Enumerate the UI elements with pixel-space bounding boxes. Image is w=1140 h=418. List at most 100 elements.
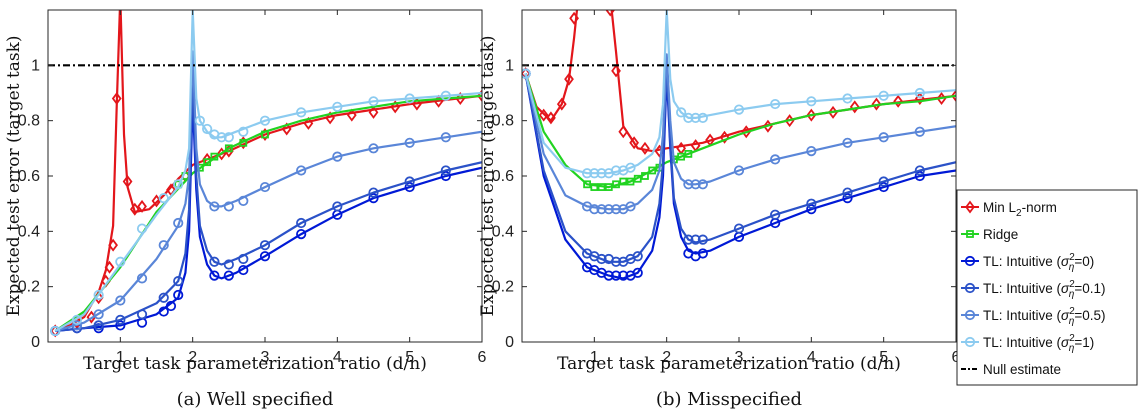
x-tick-label: 3 — [261, 349, 270, 366]
data-point-min-l2-norm — [546, 111, 556, 125]
y-tick-label: 0.4 — [18, 223, 40, 240]
legend-label-rest: =1) — [1074, 335, 1094, 350]
legend-label-text: Ridge — [983, 227, 1018, 242]
data-point-tl-intuitive-1 — [522, 68, 531, 79]
y-axis-label: Expected test error (target task) — [4, 35, 24, 316]
legend-item-3: TL: Intuitive (σ2 η=0.1) — [961, 279, 1105, 300]
data-point-ridge — [648, 166, 657, 175]
legend-label-sub: 2 — [1016, 208, 1022, 219]
data-point-ridge — [626, 177, 635, 186]
data-point-min-l2-norm — [611, 64, 621, 78]
data-point-tl-intuitive-0-1 — [223, 259, 234, 270]
data-point-min-l2-norm — [605, 10, 616, 17]
data-point-tl-intuitive-0 — [173, 289, 184, 301]
data-point-tl-intuitive-0-5 — [625, 201, 636, 212]
data-point-min-l2-norm — [871, 97, 882, 111]
data-point-tl-intuitive-1 — [259, 115, 271, 126]
data-point-tl-intuitive-0-1 — [632, 251, 643, 262]
data-point-tl-intuitive-0-1 — [238, 253, 249, 265]
plot-area — [522, 10, 956, 281]
data-point-tl-intuitive-0-5 — [173, 217, 184, 229]
data-point-min-l2-norm — [741, 125, 752, 139]
data-point-min-l2-norm — [137, 199, 147, 213]
x-axis-label: Target task parameterization ratio (d/n) — [557, 354, 901, 374]
data-point-tl-intuitive-0-1 — [296, 217, 307, 229]
data-point-tl-intuitive-1 — [404, 93, 415, 104]
x-tick-label: 1 — [590, 349, 599, 366]
data-point-ridge — [239, 138, 248, 147]
series-min-l2-norm — [50, 10, 482, 338]
data-point-min-l2-norm — [893, 94, 904, 108]
data-point-min-l2-norm — [129, 202, 140, 216]
x-axis-label: Target task parameterization ratio (d/n) — [83, 354, 427, 374]
data-point-min-l2-norm — [281, 122, 292, 136]
data-point-min-l2-norm — [849, 100, 860, 114]
legend-item-1: Ridge — [961, 227, 1018, 242]
data-point-tl-intuitive-0-5 — [93, 309, 104, 320]
data-point-tl-intuitive-1 — [676, 107, 687, 118]
data-point-tl-intuitive-0-5 — [806, 146, 817, 157]
legend-label: TL: Intuitive (σ2 η=0.1) — [983, 279, 1105, 300]
data-point-tl-intuitive-0-5 — [238, 195, 249, 206]
data-point-ridge — [619, 177, 628, 186]
data-point-tl-intuitive-0-1 — [136, 309, 148, 320]
legend-label-subsc: η — [1069, 343, 1075, 354]
legend-label: TL: Intuitive (σ2 η=0) — [983, 252, 1094, 273]
data-point-min-l2-norm — [951, 89, 956, 103]
data-point-ridge — [224, 144, 233, 153]
data-point-min-l2-norm — [346, 108, 357, 122]
y-axis-label: Expected test error (target task) — [478, 35, 498, 316]
data-point-ridge — [612, 180, 620, 189]
legend-label-subsc: η — [1069, 262, 1075, 273]
data-point-tl-intuitive-0-1 — [440, 165, 451, 176]
data-point-tl-intuitive-0-1 — [173, 276, 184, 287]
data-point-min-l2-norm — [556, 97, 567, 111]
data-point-tl-intuitive-0-5 — [259, 181, 271, 193]
data-point-tl-intuitive-0-1 — [158, 292, 169, 303]
series-tl-intuitive-0-5 — [522, 53, 956, 215]
data-point-tl-intuitive-0 — [209, 270, 220, 281]
series-line-tl-intuitive-1 — [54, 10, 482, 332]
data-point-tl-intuitive-0 — [223, 270, 234, 281]
legend-label: TL: Intuitive (σ2 η=0.5) — [983, 306, 1105, 327]
y-tick-label: 0.6 — [18, 168, 40, 185]
data-point-tl-intuitive-0 — [165, 300, 177, 312]
data-point-tl-intuitive-0-5 — [603, 204, 614, 215]
y-tick-label: 1 — [505, 57, 514, 74]
series-line-tl-intuitive-0 — [55, 97, 482, 332]
data-point-tl-intuitive-0 — [440, 170, 451, 182]
legend-label-sigma: σ — [1061, 281, 1070, 296]
legend-label-rest: =0.5) — [1074, 308, 1105, 323]
data-point-tl-intuitive-0-5 — [440, 132, 451, 143]
data-point-tl-intuitive-0-5 — [368, 143, 379, 154]
data-point-min-l2-norm — [640, 141, 650, 155]
data-point-tl-intuitive-0-1 — [115, 314, 126, 325]
data-point-tl-intuitive-0-1 — [610, 256, 622, 267]
data-point-tl-intuitive-0-5 — [914, 126, 925, 137]
data-point-tl-intuitive-1 — [71, 314, 83, 325]
data-point-tl-intuitive-1 — [332, 101, 343, 112]
legend-marker — [965, 200, 975, 214]
data-point-min-l2-norm — [719, 130, 730, 144]
data-point-tl-intuitive-1 — [683, 112, 694, 124]
legend-marker — [964, 336, 976, 348]
data-point-tl-intuitive-0 — [914, 170, 925, 182]
data-point-tl-intuitive-0 — [238, 264, 249, 276]
data-point-tl-intuitive-0-5 — [223, 201, 234, 212]
data-point-tl-intuitive-0 — [618, 270, 629, 281]
data-point-tl-intuitive-1 — [158, 193, 169, 204]
data-point-tl-intuitive-0-1 — [368, 187, 379, 198]
plot-area — [48, 10, 482, 338]
series-ridge — [524, 73, 956, 191]
data-point-min-l2-norm — [564, 72, 574, 86]
data-point-min-l2-norm — [629, 136, 639, 150]
data-point-ridge — [604, 183, 613, 191]
legend-label-sup: 2 — [1069, 252, 1075, 263]
data-point-tl-intuitive-0 — [697, 248, 708, 259]
data-point-tl-intuitive-0-5 — [610, 204, 622, 215]
legend-label-sigma: σ — [1061, 335, 1070, 350]
legend-marker — [964, 255, 976, 267]
data-point-tl-intuitive-1 — [914, 87, 925, 99]
